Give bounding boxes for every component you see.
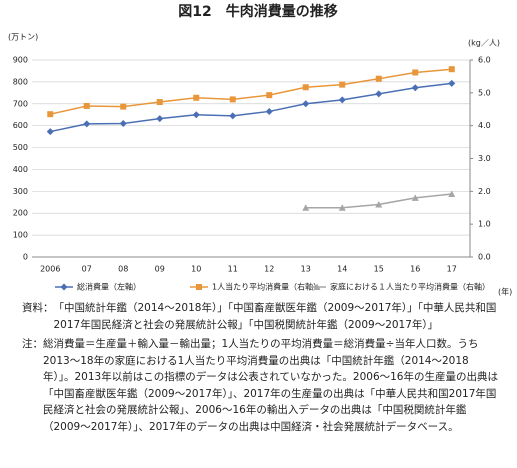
marker	[192, 111, 200, 119]
note-label: 注：	[22, 338, 43, 350]
x-tick-label: 12	[264, 265, 274, 274]
x-tick-label: 16	[410, 265, 420, 274]
marker	[120, 103, 127, 110]
marker	[266, 92, 273, 99]
y-tick-label: 700	[13, 99, 28, 108]
x-tick-label: 10	[191, 265, 201, 274]
note-row: 注： 総消費量＝生産量＋輸入量－輸出量；1人当たりの平均消費量＝総消費量÷当年人口…	[22, 336, 500, 435]
marker	[313, 283, 321, 290]
source-label: 資料：	[22, 302, 54, 314]
marker	[156, 99, 163, 106]
legend-label: 総消費量（左軸）	[77, 282, 141, 292]
marker	[338, 204, 346, 211]
marker	[229, 112, 237, 120]
marker	[196, 284, 202, 290]
notes: 資料： 「中国統計年鑑（2014～2018年）」「中国畜産獣医年鑑（2009～20…	[22, 300, 500, 435]
marker	[46, 128, 54, 136]
source: 「中国統計年鑑（2014～2018年）」「中国畜産獣医年鑑（2009～2017年…	[53, 302, 497, 331]
marker	[229, 96, 236, 103]
marker	[448, 66, 455, 73]
x-tick-label: 11	[228, 265, 238, 274]
legend-label: 1人当たり平均消費量（右軸）	[212, 282, 321, 292]
series-line	[50, 82, 452, 133]
chart-title: 図12 牛肉消費量の推移	[178, 3, 337, 20]
x-tick-label: 07	[82, 265, 92, 274]
marker	[302, 204, 310, 211]
marker	[83, 120, 91, 128]
marker	[411, 194, 419, 201]
marker	[119, 119, 127, 127]
y-tick-label: 400	[13, 165, 28, 174]
x-tick-label: 15	[374, 265, 384, 274]
y-tick-label: 800	[13, 77, 28, 86]
marker	[411, 84, 419, 92]
x-axis-label: (年)	[498, 287, 512, 297]
y2-tick-label: 5.0	[478, 88, 491, 97]
marker	[338, 96, 346, 104]
x-tick-label: 14	[337, 265, 347, 274]
y2-tick-label: 2.0	[478, 187, 491, 196]
marker	[60, 283, 68, 291]
y2-tick-label: 6.0	[478, 56, 491, 65]
marker	[47, 111, 54, 118]
y-tick-label: 900	[13, 56, 28, 65]
y-axis-label: (万トン)	[8, 33, 38, 42]
marker	[375, 90, 383, 98]
series-line	[50, 68, 452, 115]
marker	[156, 115, 164, 123]
y2-axis-label: (kg／人)	[468, 39, 500, 48]
chart: 図12 牛肉消費量の推移 (万トン) (kg／人) (年) 0 100 200 300…	[8, 3, 512, 297]
y-tick-label: 100	[13, 231, 28, 240]
x-tick-label: 2006	[40, 265, 60, 274]
y2-tick-label: 1.0	[478, 220, 491, 229]
legend-label: 家庭における１人当たり平均消費量（右軸）	[330, 282, 490, 292]
x-tick-label: 08	[118, 265, 128, 274]
marker	[265, 107, 273, 115]
marker	[448, 190, 456, 197]
marker	[83, 102, 90, 109]
y-tick-label: 300	[13, 187, 28, 196]
y-tick-label: 600	[13, 121, 28, 130]
note: 総消費量＝生産量＋輸入量－輸出量；1人当たりの平均消費量＝総消費量÷当年人口数。…	[43, 338, 498, 433]
y2-tick-label: 3.0	[478, 154, 491, 163]
marker	[302, 84, 309, 91]
x-tick-label: 13	[301, 265, 311, 274]
marker	[412, 69, 419, 76]
marker	[375, 75, 382, 82]
x-tick-label: 17	[447, 265, 457, 274]
marker	[448, 79, 456, 87]
y2-tick-label: 4.0	[478, 121, 491, 130]
x-tick-label: 09	[155, 265, 165, 274]
marker	[302, 100, 310, 108]
source-row: 資料： 「中国統計年鑑（2014～2018年）」「中国畜産獣医年鑑（2009～20…	[22, 300, 500, 333]
marker	[339, 81, 346, 88]
marker	[193, 94, 200, 101]
y2-tick-label: 0.0	[478, 253, 491, 262]
marker	[375, 200, 383, 208]
y-tick-label: 200	[13, 209, 28, 218]
y-tick-label: 500	[13, 143, 28, 152]
y-tick-label: 0	[23, 253, 28, 262]
